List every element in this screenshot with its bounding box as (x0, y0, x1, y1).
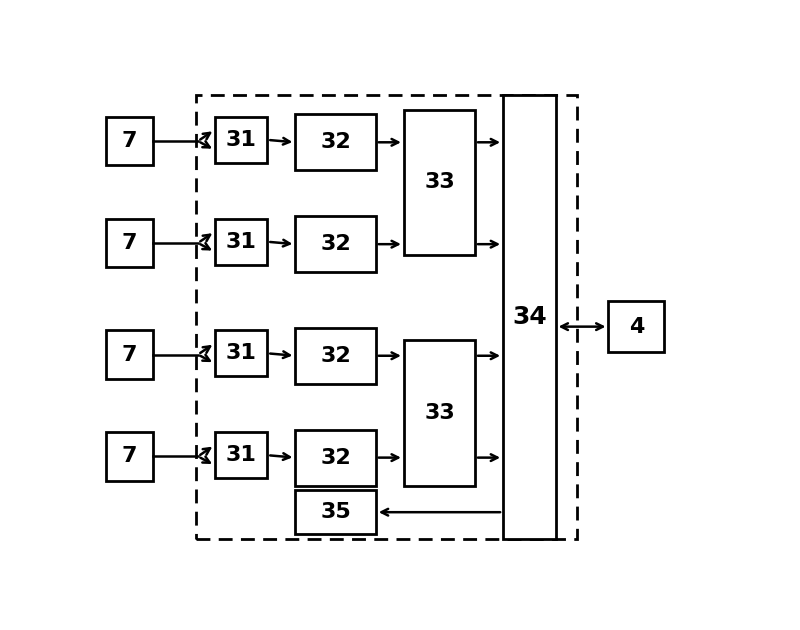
Bar (196, 95, 578, 539)
Bar (106, 432, 153, 481)
Text: 7: 7 (122, 345, 138, 365)
Bar (214, 330, 267, 376)
Text: 7: 7 (122, 131, 138, 151)
Text: 35: 35 (320, 502, 351, 522)
Text: 31: 31 (226, 232, 257, 252)
Text: 4: 4 (629, 317, 644, 336)
Bar (295, 216, 376, 272)
Bar (608, 301, 664, 352)
Text: 31: 31 (226, 130, 257, 150)
Text: 32: 32 (320, 448, 351, 467)
Text: 33: 33 (424, 403, 455, 423)
Bar (404, 340, 475, 486)
Text: 33: 33 (424, 173, 455, 192)
Text: 31: 31 (226, 445, 257, 465)
Text: 34: 34 (512, 305, 546, 329)
Bar (214, 432, 267, 478)
Bar (295, 115, 376, 170)
Bar (214, 219, 267, 265)
Bar (295, 430, 376, 486)
Bar (106, 117, 153, 165)
Bar (295, 490, 376, 534)
Text: 32: 32 (320, 234, 351, 254)
Text: 32: 32 (320, 346, 351, 366)
Text: 31: 31 (226, 343, 257, 364)
Bar (214, 117, 267, 163)
Text: 7: 7 (122, 447, 138, 466)
Bar (106, 219, 153, 267)
Bar (404, 110, 475, 255)
Text: 7: 7 (122, 233, 138, 253)
Bar (503, 95, 556, 539)
Text: 32: 32 (320, 132, 351, 152)
Bar (295, 328, 376, 384)
Bar (106, 330, 153, 379)
